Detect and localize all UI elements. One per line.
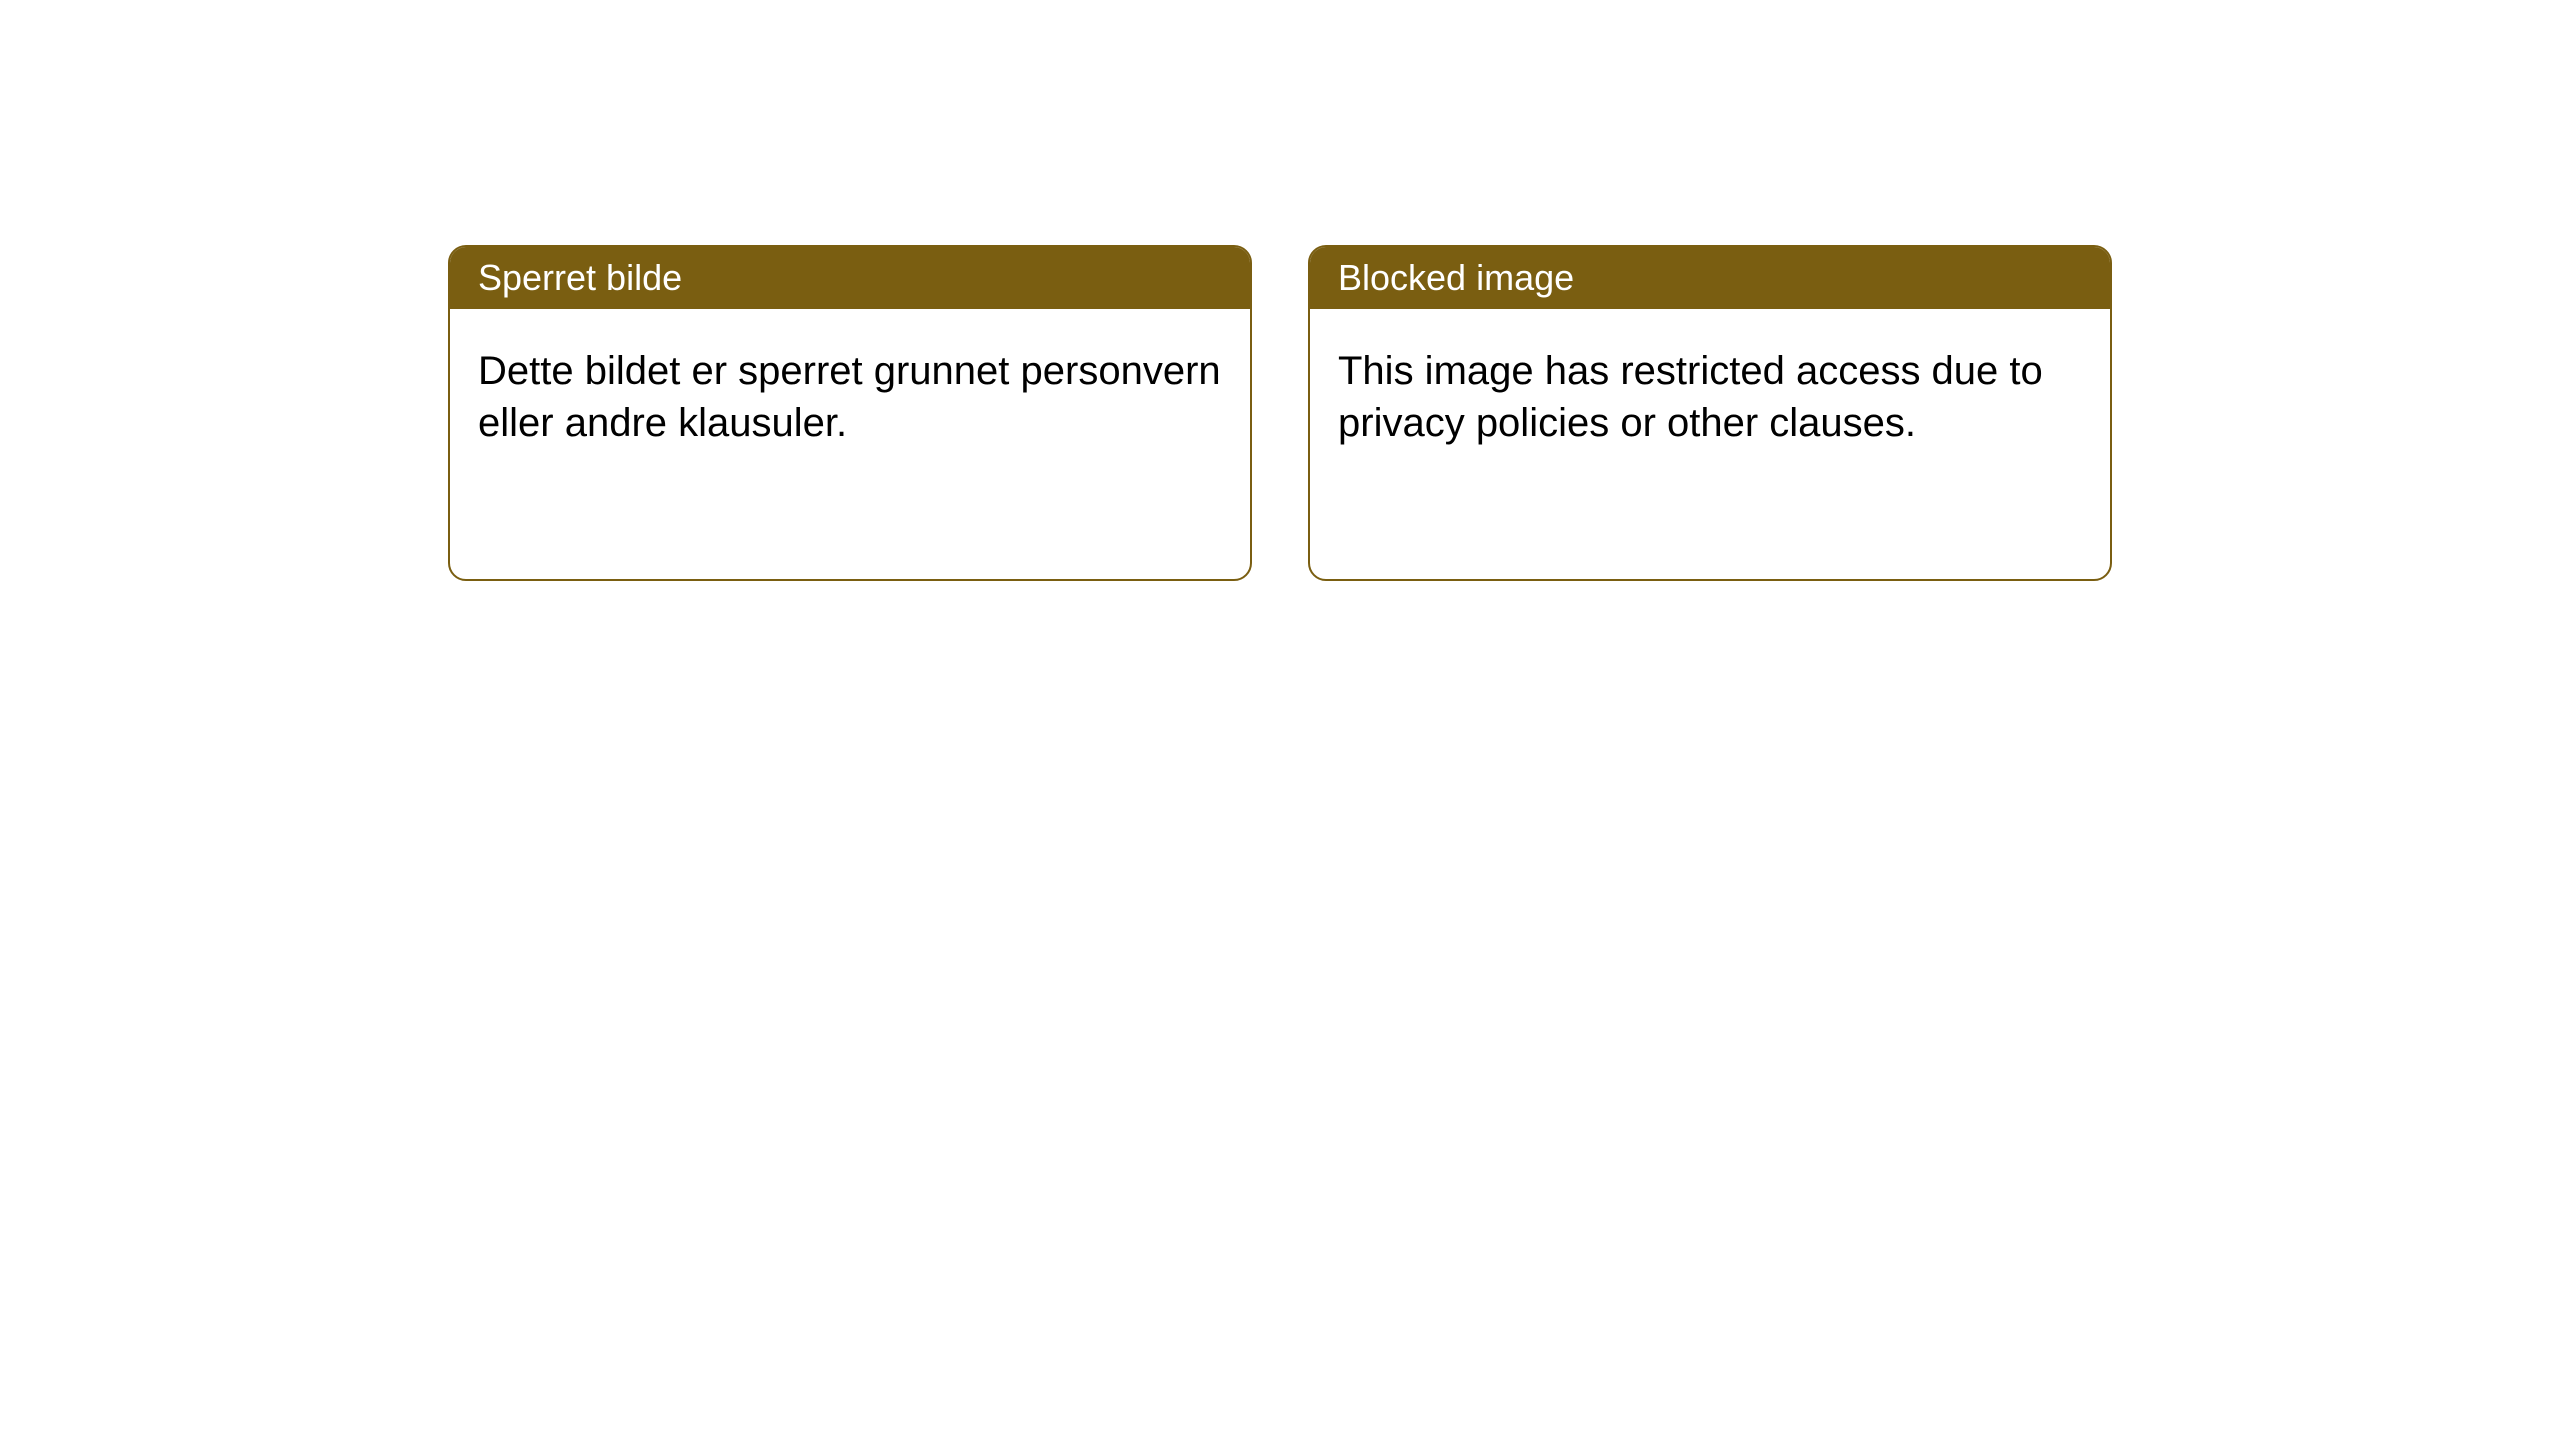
notice-body-en: This image has restricted access due to … [1310,309,2110,485]
notice-card-en: Blocked image This image has restricted … [1308,245,2112,581]
notice-container: Sperret bilde Dette bildet er sperret gr… [448,245,2112,581]
notice-header-no: Sperret bilde [450,247,1250,309]
notice-card-no: Sperret bilde Dette bildet er sperret gr… [448,245,1252,581]
notice-body-no: Dette bildet er sperret grunnet personve… [450,309,1250,485]
notice-header-en: Blocked image [1310,247,2110,309]
